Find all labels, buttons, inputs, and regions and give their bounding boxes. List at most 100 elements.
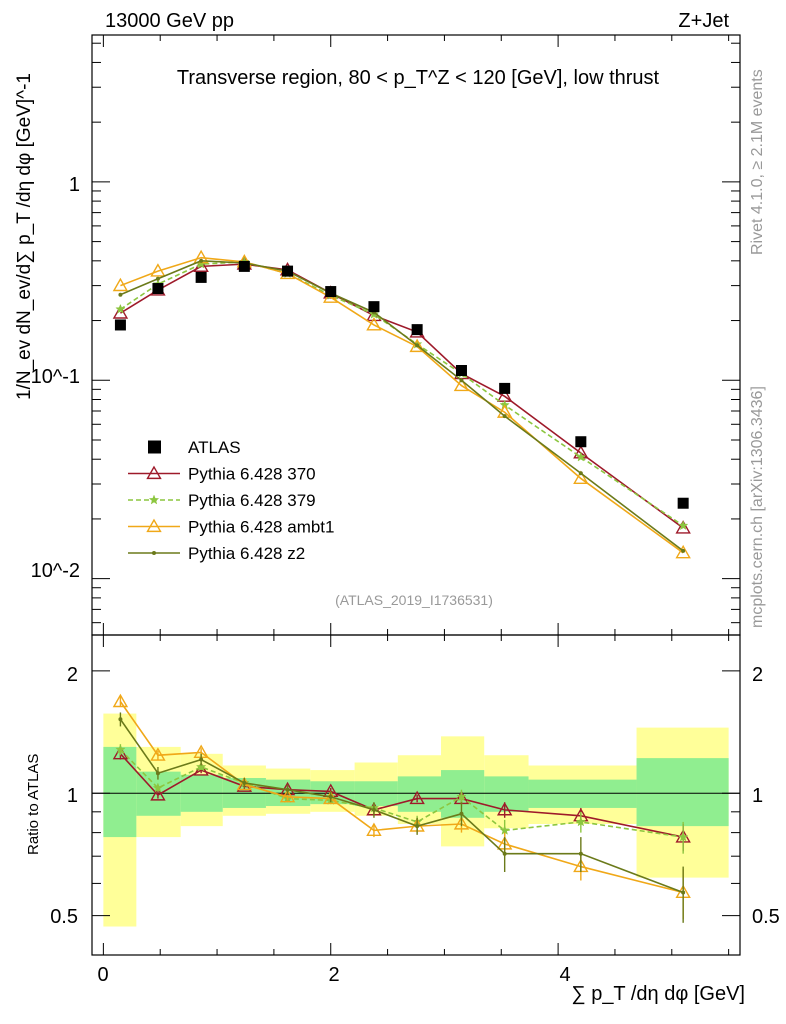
ratio-point bbox=[681, 890, 686, 895]
atlas-data-point bbox=[411, 324, 423, 336]
ratio-point bbox=[150, 787, 166, 801]
ratio-point bbox=[578, 851, 583, 856]
series-point bbox=[675, 520, 691, 534]
atlas-data-point bbox=[195, 271, 207, 283]
series-point bbox=[409, 338, 425, 353]
atlas-data-points bbox=[114, 260, 689, 509]
band-inner-bin bbox=[103, 746, 137, 838]
ratio-point bbox=[366, 822, 382, 836]
series-point bbox=[681, 548, 686, 553]
series-line-ratio bbox=[119, 749, 684, 838]
legend-label: Pythia 6.428 ambt1 bbox=[188, 518, 334, 537]
series-point bbox=[573, 470, 589, 485]
y-tick-label: 1 bbox=[69, 174, 80, 196]
ratio-point bbox=[499, 824, 510, 835]
ratio-point bbox=[152, 782, 164, 793]
ratio-point bbox=[415, 824, 420, 829]
atlas-data-point bbox=[114, 319, 126, 331]
ratio-point bbox=[115, 744, 126, 755]
side-label-mcplots: mcplots.cern.ch [arXiv:1306.3436] bbox=[749, 386, 766, 628]
ratio-point bbox=[285, 787, 290, 792]
axis-ticks bbox=[92, 35, 740, 955]
series-point bbox=[112, 277, 129, 292]
series-point bbox=[677, 520, 689, 531]
y-tick-label: 1 bbox=[67, 785, 78, 807]
series-line-ratio bbox=[119, 701, 684, 894]
atlas-data-point bbox=[575, 436, 587, 448]
legend-entry: Pythia 6.428 ambt1 bbox=[128, 518, 334, 537]
series-line-ratio bbox=[119, 718, 684, 894]
energy-label: 13000 GeV pp bbox=[105, 10, 234, 32]
band-inner-bin bbox=[636, 758, 729, 827]
atlas-data-point bbox=[325, 286, 337, 298]
series-point bbox=[115, 303, 126, 314]
ratio-point bbox=[677, 831, 689, 842]
legend-marker bbox=[146, 465, 162, 480]
y-axis-label-top: 1/N_ev dN_ev/d∑ p_T /dη dφ [GeV]^-1 bbox=[14, 73, 35, 400]
x-tick-label: 0 bbox=[97, 964, 108, 986]
ratio-point bbox=[199, 757, 204, 762]
band-inner-bin bbox=[397, 776, 442, 812]
legend-marker bbox=[152, 551, 156, 555]
y-tick-label: 0.5 bbox=[50, 906, 78, 928]
legend-label: Pythia 6.428 370 bbox=[188, 465, 316, 484]
series-line-top bbox=[120, 260, 684, 552]
y-axis-label-bottom: Ratio to ATLAS bbox=[25, 754, 42, 855]
series-point bbox=[502, 414, 507, 419]
x-axis-label: ∑ p_T /dη dφ [GeV] bbox=[571, 983, 745, 1005]
y-tick-label: 10^-1 bbox=[31, 366, 80, 388]
atlas-data-point bbox=[282, 265, 294, 277]
ratio-point bbox=[279, 788, 296, 803]
series-point bbox=[150, 263, 166, 277]
atlas-data-point bbox=[499, 382, 511, 394]
ratio-point bbox=[118, 717, 123, 722]
atlas-data-point bbox=[455, 365, 467, 377]
watermark: (ATLAS_2019_I1736531) bbox=[335, 592, 493, 608]
atlas-data-point bbox=[152, 283, 164, 295]
ratio-point bbox=[328, 794, 333, 799]
legend-entry: Pythia 6.428 z2 bbox=[128, 544, 305, 563]
series-point bbox=[575, 451, 587, 462]
y-tick-label-right: 0.5 bbox=[752, 906, 780, 928]
series-point bbox=[578, 471, 583, 476]
x-tick-label: 4 bbox=[559, 964, 570, 986]
series-line-top bbox=[119, 261, 684, 527]
ratio-point bbox=[242, 780, 247, 785]
series-pz2 bbox=[118, 258, 686, 923]
series-line-top bbox=[120, 256, 684, 554]
legend-entry: ATLAS bbox=[148, 438, 241, 457]
series-point bbox=[118, 292, 123, 297]
ratio-point bbox=[459, 811, 464, 816]
ratio-point bbox=[453, 816, 470, 830]
ratio-point bbox=[371, 807, 376, 812]
series-point bbox=[675, 544, 691, 559]
y-tick-label-right: 2 bbox=[752, 664, 763, 686]
atlas-data-point bbox=[677, 497, 689, 509]
mc-series bbox=[112, 249, 691, 923]
legend: ATLAS Pythia 6.428 370 Pythia 6.428 379 Pyt… bbox=[128, 438, 334, 563]
legend-marker bbox=[146, 518, 162, 533]
legend-entry: Pythia 6.428 370 bbox=[128, 465, 316, 484]
series-point bbox=[366, 317, 382, 331]
series-point bbox=[459, 378, 464, 383]
ratio-point bbox=[456, 791, 467, 802]
band-inner-bin bbox=[528, 779, 637, 808]
x-tick-label: 2 bbox=[328, 964, 339, 986]
series-point bbox=[453, 377, 470, 392]
ratio-point bbox=[155, 771, 160, 776]
y-top-tick-labels: 1 10^-1 10^-2 bbox=[31, 174, 80, 582]
y-tick-label: 2 bbox=[67, 664, 78, 686]
legend-entry: Pythia 6.428 379 bbox=[128, 491, 316, 510]
ratio-point bbox=[195, 761, 207, 772]
series-point bbox=[199, 258, 204, 263]
series-point bbox=[415, 343, 420, 348]
bottom-frame bbox=[91, 634, 741, 956]
atlas-data-point bbox=[368, 301, 380, 313]
atlas-data-point bbox=[238, 260, 250, 272]
legend-label: Pythia 6.428 z2 bbox=[188, 544, 305, 563]
legend-marker bbox=[148, 494, 160, 505]
y-tick-label: 10^-2 bbox=[31, 560, 80, 582]
side-label-rivet: Rivet 4.1.0, ≥ 2.1M events bbox=[749, 69, 766, 255]
legend-label: Pythia 6.428 379 bbox=[188, 491, 316, 510]
